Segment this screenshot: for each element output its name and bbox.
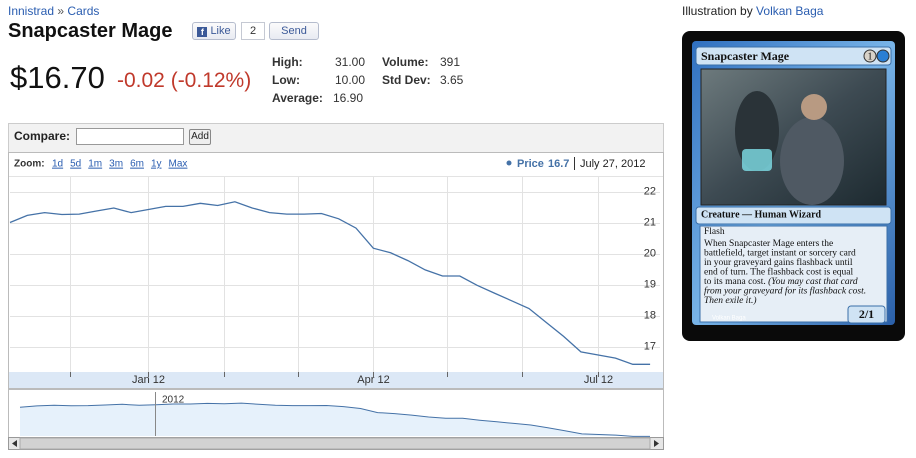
illustration-credit: Illustration by Volkan Baga bbox=[682, 4, 823, 18]
y-tick-label: 22 bbox=[644, 185, 656, 197]
navigator-area bbox=[20, 403, 650, 437]
rules-line: battlefield, target instant or sorcery c… bbox=[704, 248, 856, 259]
mana-blue bbox=[876, 49, 890, 63]
like-button[interactable]: f Like bbox=[192, 22, 236, 40]
card-title: Snapcaster Mage bbox=[8, 20, 173, 42]
stat-value: 10.00 bbox=[334, 73, 365, 87]
price-line bbox=[9, 201, 651, 365]
stat-label: High: bbox=[272, 55, 303, 69]
send-button[interactable]: Send bbox=[269, 22, 319, 40]
card-name: Snapcaster Mage bbox=[701, 49, 790, 63]
zoom-option[interactable]: 1d bbox=[52, 159, 63, 170]
compare-label: Compare: bbox=[14, 129, 71, 143]
zoom-option[interactable]: 1y bbox=[151, 159, 162, 170]
compare-input[interactable] bbox=[76, 128, 184, 145]
legend-date: July 27, 2012 bbox=[580, 158, 645, 170]
name-bar bbox=[695, 46, 892, 66]
legend-dot bbox=[506, 160, 512, 166]
rules-line: end of turn. The flashback cost is equal bbox=[704, 267, 854, 278]
rules-line: to its mana cost. (You may cast that car… bbox=[704, 276, 858, 287]
stat-value: 3.65 bbox=[440, 73, 464, 87]
reminder-span: (You may cast that card bbox=[768, 276, 858, 287]
y-tick-label: 19 bbox=[644, 278, 656, 290]
breadcrumb: Innistrad » Cards bbox=[8, 4, 99, 18]
zoom-label: Zoom: bbox=[14, 159, 45, 170]
set-link[interactable]: Innistrad bbox=[8, 4, 55, 18]
x-tick-label: Jan 12 bbox=[132, 374, 165, 386]
y-tick-label: 17 bbox=[644, 340, 656, 352]
type-bar bbox=[695, 206, 892, 225]
separator: » bbox=[57, 4, 65, 18]
stat-label: Average: bbox=[272, 91, 323, 105]
price-change: -0.02 (-0.12%) bbox=[117, 69, 252, 92]
scroll-left[interactable] bbox=[12, 440, 17, 447]
scrollbar-thumb[interactable] bbox=[19, 437, 651, 450]
power-toughness: 2/1 bbox=[859, 307, 874, 321]
stat-value: 31.00 bbox=[334, 55, 365, 69]
art-shape bbox=[780, 117, 844, 205]
legend-value: 16.7 bbox=[548, 158, 569, 170]
stat-value: 16.90 bbox=[333, 91, 364, 105]
y-tick-label: 21 bbox=[644, 216, 656, 228]
section-link[interactable]: Cards bbox=[67, 4, 100, 18]
zoom-option[interactable]: 6m bbox=[130, 159, 144, 170]
reminder-line: from your graveyard for its flashback co… bbox=[704, 286, 866, 297]
reminder-line: Then exile it.) bbox=[704, 295, 757, 306]
rules-span: When Snapcaster Mage enters the bbox=[704, 239, 833, 249]
rules-line: in your graveyard gains flashback until bbox=[704, 257, 853, 268]
scroll-right[interactable] bbox=[654, 440, 659, 447]
stat-label: Volume: bbox=[382, 55, 429, 69]
x-tick-label: Jul 12 bbox=[584, 374, 613, 386]
mana-generic bbox=[863, 49, 877, 63]
zoom-option[interactable]: Max bbox=[169, 159, 188, 170]
pt-box bbox=[847, 305, 886, 324]
rules-span: in your graveyard gains flashback until bbox=[704, 257, 853, 268]
stat-value: 391 bbox=[440, 55, 461, 69]
add-button[interactable]: Add bbox=[189, 129, 211, 145]
rules-span: battlefield, target instant or sorcery c… bbox=[704, 248, 856, 259]
zoom-option[interactable]: 3m bbox=[109, 159, 123, 170]
keyword: Flash bbox=[704, 227, 725, 237]
rules-span: end of turn. The flashback cost is equal bbox=[704, 267, 854, 278]
x-tick-label: Apr 12 bbox=[357, 374, 389, 386]
x-axis-band bbox=[9, 372, 663, 388]
chart-frame bbox=[8, 152, 664, 389]
mana-cost: 1 bbox=[868, 51, 873, 62]
legend-series: Price bbox=[517, 158, 544, 170]
send-label: Send bbox=[281, 25, 307, 37]
like-label: Like bbox=[210, 25, 231, 37]
fb-icon: f bbox=[197, 27, 208, 37]
zoom-option[interactable]: 5d bbox=[70, 159, 81, 170]
stat-label: Std Dev: bbox=[382, 73, 431, 87]
chart: Zoom: Price 16.7 July 27, 2012 1d 5d 1m 3m 6… bbox=[8, 152, 664, 450]
price: $16.70 bbox=[10, 60, 105, 95]
type-line: Creature — Human Wizard bbox=[701, 209, 822, 220]
navigator-line bbox=[19, 402, 650, 437]
stat-label: Low: bbox=[272, 73, 300, 87]
rules-text: When Snapcaster Mage enters thebattlefie… bbox=[704, 239, 866, 306]
zoom-option[interactable]: 1m bbox=[88, 159, 102, 170]
art-shape bbox=[742, 149, 772, 171]
rules-span: to its mana cost. bbox=[704, 277, 766, 287]
y-tick-label: 20 bbox=[644, 247, 656, 259]
navigator-label: 2012 bbox=[162, 395, 185, 406]
credit-prefix: Illustration by bbox=[682, 4, 753, 18]
card-artist: Volkan Baga bbox=[712, 316, 746, 322]
art-shape bbox=[801, 94, 827, 120]
y-tick-label: 18 bbox=[644, 309, 656, 321]
card-image: Snapcaster Mage 1 Creature — Human Wizar… bbox=[682, 31, 905, 341]
rules-line: When Snapcaster Mage enters the bbox=[704, 239, 833, 249]
like-count: 2 bbox=[241, 22, 265, 40]
artist-link[interactable]: Volkan Baga bbox=[756, 4, 824, 18]
